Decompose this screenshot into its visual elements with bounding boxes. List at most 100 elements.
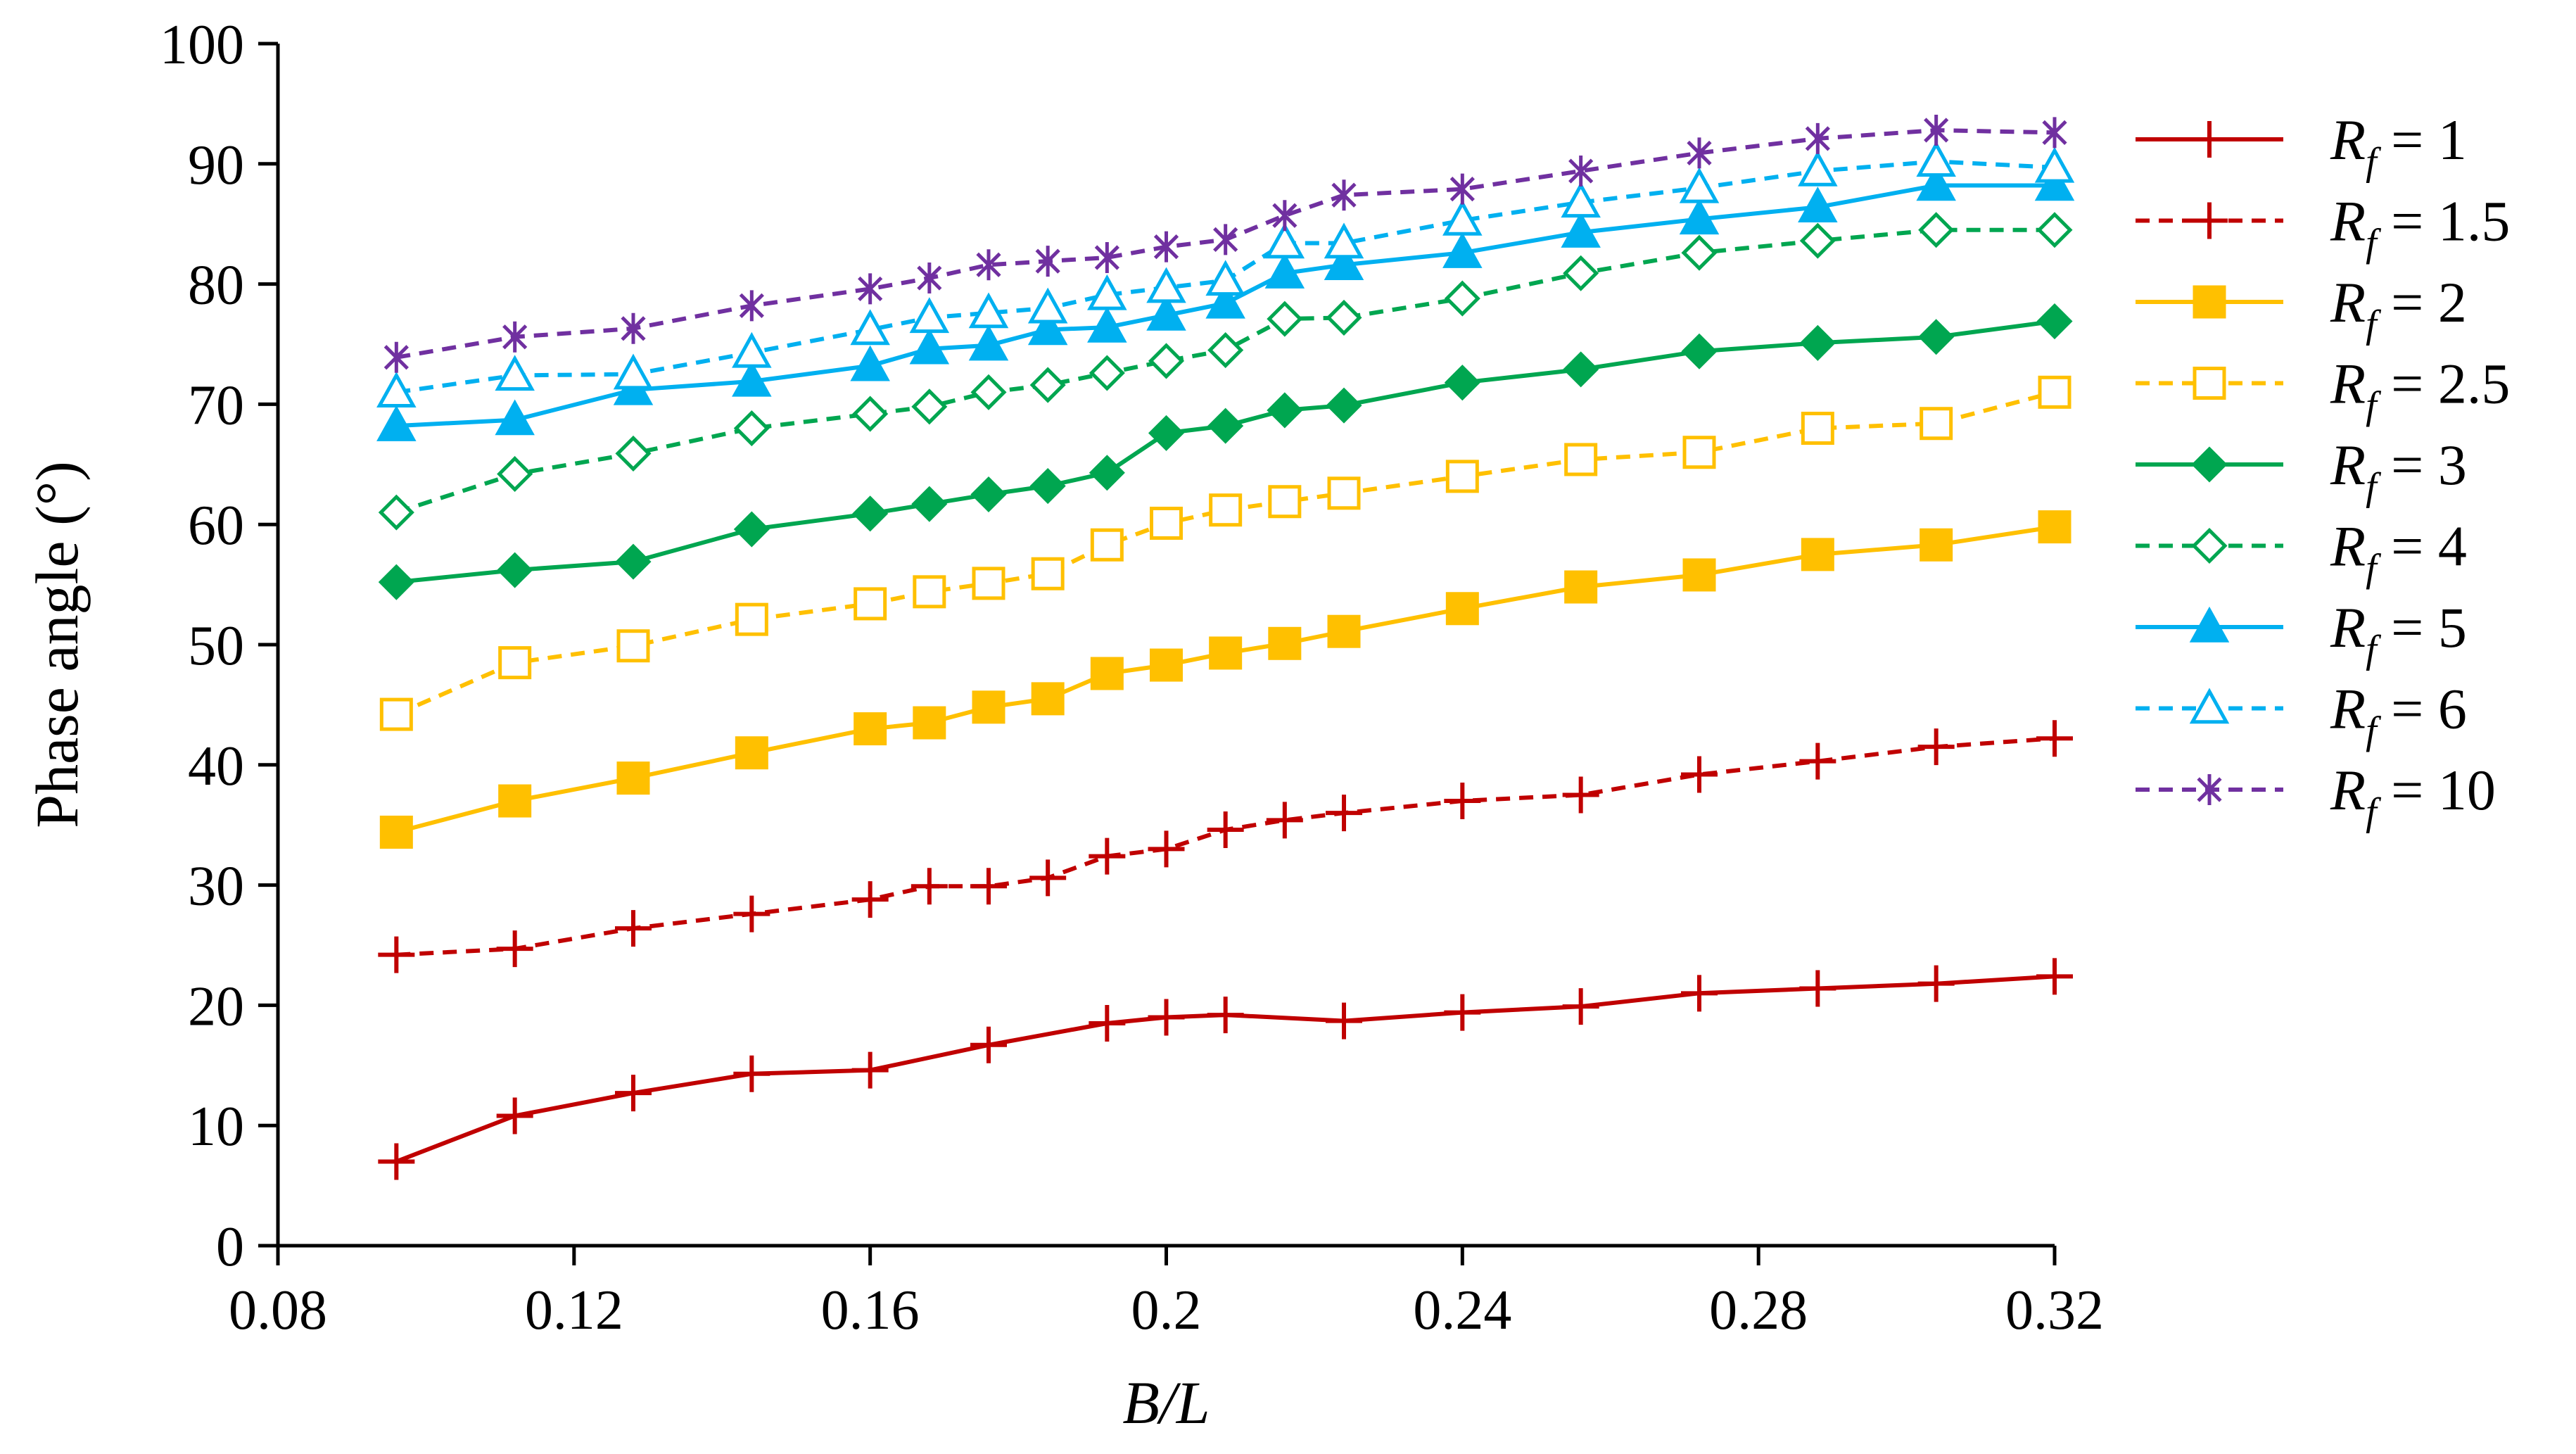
data-point xyxy=(1326,387,1362,424)
data-point xyxy=(972,690,1005,724)
data-point xyxy=(1798,187,1838,222)
data-point xyxy=(1207,407,1244,444)
legend: Rf = 1Rf = 1.5Rf = 2Rf = 2.5Rf = 3Rf = 4… xyxy=(2136,108,2510,834)
data-point xyxy=(378,564,414,600)
legend-marker xyxy=(2197,774,2222,805)
data-point xyxy=(378,494,414,531)
data-point xyxy=(376,372,417,408)
data-point xyxy=(379,697,413,731)
data-point xyxy=(733,895,770,933)
y-tick-label: 60 xyxy=(188,495,244,557)
data-point xyxy=(1148,343,1185,379)
data-point xyxy=(735,736,768,770)
y-tick-label: 40 xyxy=(188,735,244,797)
legend-marker xyxy=(2189,688,2230,724)
data-point xyxy=(1209,493,1243,527)
data-point xyxy=(968,292,1009,329)
data-point xyxy=(1150,506,1183,540)
data-point xyxy=(917,263,942,294)
data-point xyxy=(495,399,535,436)
data-point xyxy=(733,410,770,447)
data-point xyxy=(1798,150,1838,187)
data-point xyxy=(1801,412,1834,445)
data-point xyxy=(858,273,883,305)
data-point xyxy=(1449,173,1475,205)
data-point xyxy=(2036,303,2073,340)
data-point xyxy=(1089,355,1125,391)
data-point xyxy=(1209,636,1243,670)
data-point xyxy=(852,396,889,432)
legend-marker xyxy=(2189,606,2230,643)
data-point xyxy=(1564,570,1598,604)
data-point xyxy=(1327,614,1361,648)
data-point xyxy=(1805,122,1830,154)
legend-entry: Rf = 2.5 xyxy=(2136,352,2510,428)
y-tick-label: 90 xyxy=(188,134,244,196)
y-axis-title: Phase angle (°) xyxy=(23,461,91,828)
data-point xyxy=(615,1075,652,1112)
data-point xyxy=(850,345,890,381)
legend-label: Rf = 6 xyxy=(2330,677,2467,753)
data-point xyxy=(1681,975,1718,1012)
legend-marker xyxy=(2191,527,2228,564)
x-tick-label: 0.2 xyxy=(1131,1279,1202,1341)
data-point xyxy=(1917,728,1955,766)
data-point xyxy=(1681,234,1718,271)
y-tick-label: 10 xyxy=(188,1096,244,1158)
data-point xyxy=(1687,137,1712,169)
legend-marker xyxy=(2193,367,2226,400)
legend-label: Rf = 2.5 xyxy=(2330,352,2510,428)
data-point xyxy=(913,575,946,609)
data-point xyxy=(1324,222,1364,259)
data-point xyxy=(1146,267,1186,303)
data-point xyxy=(1561,182,1601,218)
data-point xyxy=(913,706,946,740)
y-tick-label: 80 xyxy=(188,255,244,317)
data-point xyxy=(1089,837,1126,875)
y-tick-label: 0 xyxy=(216,1216,244,1278)
x-tick-label: 0.32 xyxy=(2005,1279,2104,1341)
data-point xyxy=(2036,958,2073,995)
data-point xyxy=(1146,294,1186,331)
x-tick-label: 0.08 xyxy=(229,1279,327,1341)
data-point xyxy=(1563,351,1599,388)
data-point xyxy=(1327,476,1361,510)
data-point xyxy=(1916,141,1956,177)
data-point xyxy=(1090,528,1124,562)
data-point xyxy=(1207,811,1244,849)
data-point xyxy=(1681,756,1718,793)
data-point xyxy=(2042,117,2067,148)
data-point xyxy=(911,388,948,425)
data-point xyxy=(497,552,533,588)
data-point xyxy=(1213,224,1238,255)
legend-entry: Rf = 5 xyxy=(2136,595,2467,671)
data-point xyxy=(1924,114,1949,146)
data-point xyxy=(1148,830,1185,868)
data-point xyxy=(1682,436,1716,469)
data-point xyxy=(1444,280,1480,317)
legend-marker xyxy=(2191,202,2228,239)
data-point xyxy=(1444,994,1481,1031)
data-point xyxy=(1087,306,1127,343)
data-point xyxy=(1029,367,1066,403)
x-tick-label: 0.16 xyxy=(821,1279,920,1341)
series-9 xyxy=(383,114,2067,373)
data-point xyxy=(911,868,948,905)
x-tick-label: 0.24 xyxy=(1413,1279,1511,1341)
legend-entry: Rf = 1 xyxy=(2136,108,2467,184)
series-8 xyxy=(376,141,2075,408)
data-point xyxy=(739,290,764,322)
data-point xyxy=(1799,970,1836,1007)
data-point xyxy=(378,936,415,973)
data-point xyxy=(1027,309,1068,346)
series-1 xyxy=(378,958,2073,1180)
data-point xyxy=(852,495,889,532)
legend-label: Rf = 1 xyxy=(2330,108,2467,184)
data-point xyxy=(733,511,770,548)
legend-entry: Rf = 6 xyxy=(2136,677,2467,753)
data-point xyxy=(1326,299,1362,336)
series-3 xyxy=(379,510,2071,849)
data-point xyxy=(1562,988,1599,1025)
data-point xyxy=(2034,165,2075,201)
